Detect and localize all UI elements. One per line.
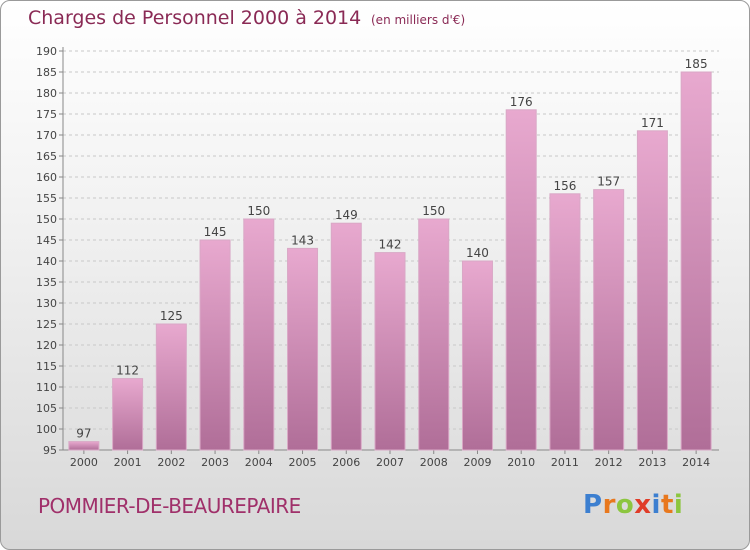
logo-letter: P xyxy=(583,490,603,520)
x-tick-label: 2000 xyxy=(70,456,98,469)
labels: 95 100 105 110 115 120 125 130 135 140 145 150 155 16… xyxy=(36,45,710,469)
x-tick-label: 2005 xyxy=(289,456,317,469)
logo-letter: i xyxy=(673,490,684,520)
bar-2010 xyxy=(505,109,537,451)
y-tick-label: 165 xyxy=(36,150,57,163)
bar-2011 xyxy=(549,193,581,451)
logo-letter: t xyxy=(660,490,674,520)
bar-2007 xyxy=(374,252,406,451)
bar-2009 xyxy=(461,260,493,451)
bar-2006 xyxy=(330,222,362,451)
y-tick-label: 155 xyxy=(36,192,57,205)
y-tick-label: 135 xyxy=(36,276,57,289)
data-label: 185 xyxy=(685,57,708,71)
y-tick-label: 115 xyxy=(36,360,57,373)
data-label: 171 xyxy=(641,116,664,130)
data-label: 97 xyxy=(76,427,91,441)
x-tick-label: 2002 xyxy=(157,456,185,469)
x-tick-label: 2006 xyxy=(332,456,360,469)
bar-2003 xyxy=(199,239,231,451)
x-tick-label: 2010 xyxy=(507,456,535,469)
x-tick-label: 2013 xyxy=(638,456,666,469)
data-label: 176 xyxy=(510,95,533,109)
x-tick-label: 2014 xyxy=(682,456,710,469)
bar-2008 xyxy=(418,218,450,451)
bar-2002 xyxy=(155,323,187,451)
bars xyxy=(68,71,712,451)
y-tick-label: 185 xyxy=(36,66,57,79)
bar-2000 xyxy=(68,441,100,451)
y-tick-label: 95 xyxy=(43,444,57,457)
y-tick-label: 160 xyxy=(36,171,57,184)
y-tick-label: 125 xyxy=(36,318,57,331)
logo-letter: o xyxy=(615,490,635,520)
bar-2004 xyxy=(243,218,275,451)
y-tick-label: 120 xyxy=(36,339,57,352)
y-tick-label: 110 xyxy=(36,381,57,394)
y-tick-label: 190 xyxy=(36,45,57,58)
data-label: 145 xyxy=(204,225,227,239)
x-tick-label: 2009 xyxy=(463,456,491,469)
chart-subtitle: (en milliers d'€) xyxy=(371,13,466,27)
x-tick-label: 2003 xyxy=(201,456,229,469)
data-label: 157 xyxy=(597,175,620,189)
x-tick-label: 2001 xyxy=(114,456,142,469)
data-label: 125 xyxy=(160,309,183,323)
bar-2013 xyxy=(636,130,668,451)
proxiti-logo[interactable]: Proxiti xyxy=(583,490,683,520)
x-tick-label: 2007 xyxy=(376,456,404,469)
bar-2012 xyxy=(593,189,625,451)
bar-2014 xyxy=(680,71,712,451)
data-label: 149 xyxy=(335,208,358,222)
x-tick-label: 2008 xyxy=(420,456,448,469)
data-label: 156 xyxy=(553,179,576,193)
logo-letter: i xyxy=(651,490,661,520)
data-label: 142 xyxy=(379,238,402,252)
data-label: 140 xyxy=(466,246,489,260)
y-tick-label: 180 xyxy=(36,87,57,100)
y-tick-label: 175 xyxy=(36,108,57,121)
y-tick-label: 145 xyxy=(36,234,57,247)
x-tick-label: 2012 xyxy=(595,456,623,469)
y-tick-label: 150 xyxy=(36,213,57,226)
y-tick-label: 105 xyxy=(36,402,57,415)
logo-letter: r xyxy=(602,490,616,520)
logo-letter: x xyxy=(634,490,652,520)
y-tick-label: 170 xyxy=(36,129,57,142)
y-tick-label: 100 xyxy=(36,423,57,436)
commune-name: POMMIER-DE-BEAUREPAIRE xyxy=(38,494,301,518)
bar-2001 xyxy=(112,378,144,451)
data-label: 143 xyxy=(291,233,314,247)
bar-2005 xyxy=(287,247,319,451)
data-label: 150 xyxy=(247,204,270,218)
y-tick-label: 130 xyxy=(36,297,57,310)
x-tick-label: 2004 xyxy=(245,456,273,469)
y-tick-label: 140 xyxy=(36,255,57,268)
data-label: 150 xyxy=(422,204,445,218)
chart-title: Charges de Personnel 2000 à 2014 xyxy=(28,7,362,29)
data-label: 112 xyxy=(116,364,139,378)
x-tick-label: 2011 xyxy=(551,456,579,469)
